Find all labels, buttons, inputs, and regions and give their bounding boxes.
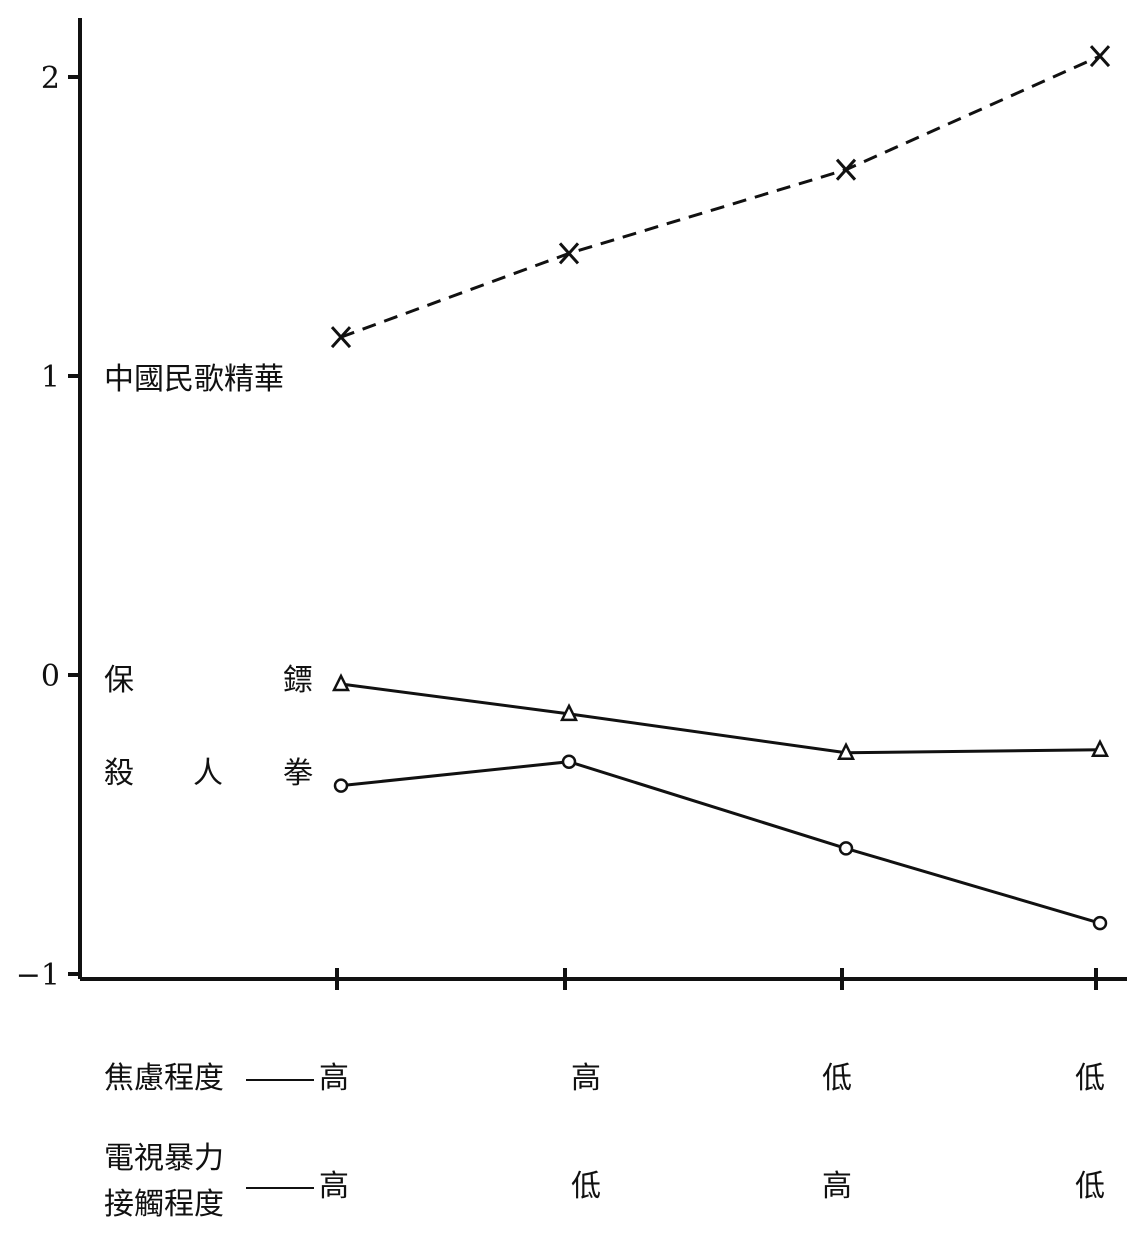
- series-label-bodyguard-char-2: 鏢: [283, 663, 313, 698]
- marker-triangle: [334, 676, 348, 690]
- series-line-x: [341, 56, 1100, 337]
- row2-label-line2: 接觸程度: [104, 1184, 224, 1226]
- row1-separator: [246, 1079, 314, 1081]
- marker-circle: [563, 756, 575, 768]
- row2-label-line1: 電視暴力: [104, 1138, 224, 1180]
- series-line-triangle: [341, 684, 1100, 753]
- row2-value-1: 高: [319, 1166, 349, 1208]
- row2-value-2: 低: [571, 1166, 601, 1208]
- y-tick-label: −1: [16, 958, 60, 993]
- row1-label: 焦慮程度: [104, 1058, 224, 1100]
- row1-value-1: 高: [319, 1058, 349, 1100]
- series-label-folk-songs: 中國民歌精華: [104, 362, 284, 397]
- y-ticks: −1 0 1 2: [16, 61, 80, 993]
- row1-value-4: 低: [1075, 1058, 1105, 1100]
- marker-x: [332, 327, 350, 347]
- marker-circle: [1094, 917, 1106, 929]
- row2-separator: [246, 1187, 314, 1189]
- row1-value-3: 低: [822, 1058, 852, 1100]
- series-line-circle: [341, 762, 1100, 923]
- marker-circle: [335, 780, 347, 792]
- series-label-fist-char-3: 拳: [283, 756, 313, 791]
- row1-value-2: 高: [571, 1058, 601, 1100]
- row2-value-4: 低: [1075, 1166, 1105, 1208]
- y-tick-label: 0: [41, 659, 60, 694]
- series-layer: [332, 46, 1109, 929]
- series-label-fist-char-1: 殺: [104, 756, 134, 791]
- marker-circle: [840, 842, 852, 854]
- y-tick-label: 1: [41, 360, 60, 395]
- marker-x: [837, 160, 855, 180]
- y-tick-label: 2: [41, 61, 60, 96]
- series-label-bodyguard-char-1: 保: [104, 663, 134, 698]
- series-label-fist-char-2: 人: [193, 756, 223, 791]
- row2-value-3: 高: [822, 1166, 852, 1208]
- marker-x: [560, 243, 578, 263]
- marker-x: [1091, 46, 1109, 66]
